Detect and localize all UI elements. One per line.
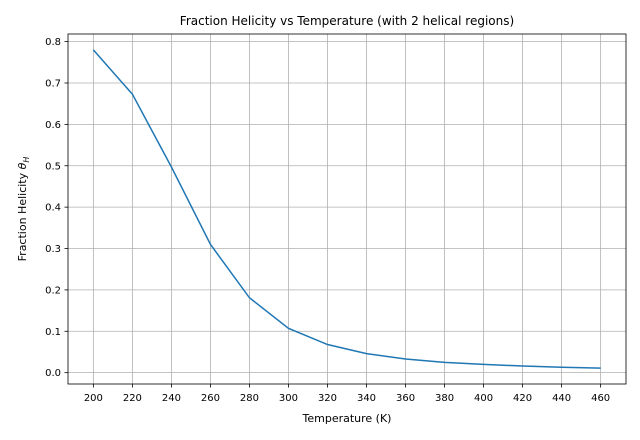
y-tick-label: 0.4 <box>45 203 61 214</box>
y-tick-label: 0.3 <box>45 244 61 255</box>
y-axis-label-symbol: θ <box>16 162 29 169</box>
x-tick-label: 240 <box>162 393 181 404</box>
y-tick-label: 0.1 <box>45 327 61 338</box>
x-tick-label: 320 <box>318 393 337 404</box>
x-tick-label: 440 <box>552 393 571 404</box>
x-tick-label: 380 <box>435 393 454 404</box>
x-tick-label: 220 <box>123 393 142 404</box>
x-tick-label: 280 <box>240 393 259 404</box>
y-tick-label: 0.0 <box>45 368 61 379</box>
y-axis-label: Fraction Helicity θH <box>16 157 31 262</box>
y-axis-label-text: Fraction Helicity <box>16 169 29 261</box>
y-tick-label: 0.5 <box>45 161 61 172</box>
chart-title: Fraction Helicity vs Temperature (with 2… <box>180 14 514 28</box>
x-tick-label: 200 <box>84 393 103 404</box>
y-tick-label: 0.7 <box>45 78 61 89</box>
series-line <box>92 49 601 369</box>
y-tick-label: 0.2 <box>45 285 61 296</box>
x-tick-label: 360 <box>396 393 415 404</box>
x-tick-label: 420 <box>513 393 532 404</box>
y-axis-label-subscript: H <box>22 157 31 163</box>
x-axis-label: Temperature (K) <box>302 412 392 425</box>
x-tick-label: 260 <box>201 393 220 404</box>
grid <box>68 34 626 384</box>
y-tick-label: 0.8 <box>45 37 61 48</box>
x-axis: 200 220 240 260 280 300 320 340 360 380 400 420 440 4… <box>84 384 610 404</box>
x-tick-label: 340 <box>357 393 376 404</box>
x-tick-label: 300 <box>279 393 298 404</box>
x-tick-label: 460 <box>591 393 610 404</box>
y-tick-label: 0.6 <box>45 120 61 131</box>
y-axis: 0.0 0.1 0.2 0.3 0.4 0.5 0.6 0.7 0.8 <box>45 37 68 379</box>
plot-frame <box>67 33 627 385</box>
x-tick-label: 400 <box>474 393 493 404</box>
